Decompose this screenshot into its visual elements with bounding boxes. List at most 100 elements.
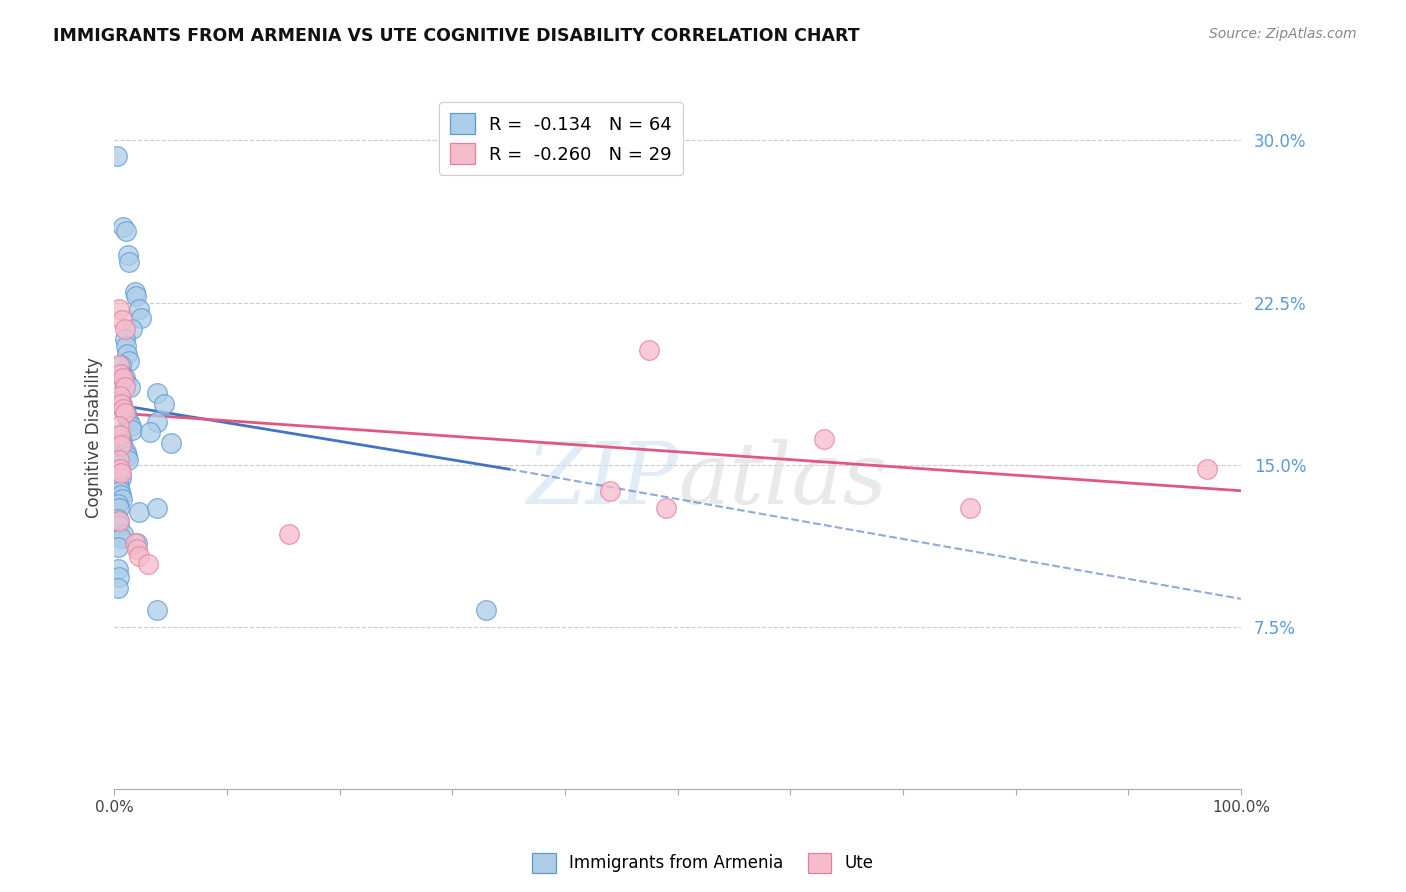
- Point: [112, 401, 135, 416]
- Point: [813, 432, 835, 446]
- Point: [139, 425, 162, 440]
- Point: [110, 438, 132, 452]
- Point: [159, 436, 181, 450]
- Point: [112, 441, 135, 455]
- Point: [108, 453, 131, 467]
- Point: [107, 458, 129, 472]
- Point: [108, 501, 131, 516]
- Point: [475, 602, 498, 616]
- Point: [117, 453, 139, 467]
- Point: [108, 359, 131, 373]
- Point: [110, 531, 132, 545]
- Point: [107, 384, 129, 399]
- Point: [108, 427, 131, 442]
- Point: [107, 540, 129, 554]
- Point: [128, 302, 150, 317]
- Point: [112, 219, 135, 234]
- Point: [114, 376, 136, 390]
- Point: [115, 410, 138, 425]
- Point: [125, 289, 148, 303]
- Point: [111, 397, 134, 411]
- Point: [114, 224, 136, 238]
- Point: [112, 401, 135, 416]
- Y-axis label: Cognitive Disability: Cognitive Disability: [86, 358, 103, 518]
- Point: [110, 471, 132, 485]
- Point: [114, 406, 136, 420]
- Point: [146, 602, 169, 616]
- Point: [107, 512, 129, 526]
- Legend: R =  -0.134   N = 64, R =  -0.260   N = 29: R = -0.134 N = 64, R = -0.260 N = 29: [439, 103, 683, 175]
- Point: [114, 380, 136, 394]
- Point: [599, 483, 621, 498]
- Point: [110, 359, 132, 373]
- Point: [146, 386, 169, 401]
- Point: [110, 397, 132, 411]
- Point: [118, 354, 141, 368]
- Point: [278, 527, 301, 541]
- Point: [120, 418, 142, 433]
- Point: [128, 549, 150, 563]
- Point: [108, 427, 131, 442]
- Point: [118, 415, 141, 429]
- Point: [146, 501, 169, 516]
- Point: [121, 321, 143, 335]
- Point: [655, 501, 678, 516]
- Point: [112, 371, 135, 385]
- Point: [111, 436, 134, 450]
- Point: [110, 467, 132, 481]
- Point: [114, 371, 136, 385]
- Point: [115, 347, 138, 361]
- Point: [108, 479, 131, 493]
- Point: [110, 432, 132, 446]
- Point: [108, 518, 131, 533]
- Point: [108, 570, 131, 584]
- Point: [110, 488, 132, 502]
- Point: [108, 483, 131, 498]
- Point: [107, 497, 129, 511]
- Point: [108, 462, 131, 476]
- Point: [111, 367, 134, 381]
- Text: IMMIGRANTS FROM ARMENIA VS UTE COGNITIVE DISABILITY CORRELATION CHART: IMMIGRANTS FROM ARMENIA VS UTE COGNITIVE…: [53, 27, 860, 45]
- Point: [124, 285, 146, 299]
- Point: [146, 415, 169, 429]
- Point: [125, 542, 148, 557]
- Point: [131, 310, 153, 325]
- Point: [117, 248, 139, 262]
- Point: [108, 388, 131, 402]
- Point: [108, 302, 131, 317]
- Point: [118, 254, 141, 268]
- Point: [108, 467, 131, 481]
- Point: [112, 527, 135, 541]
- Text: Source: ZipAtlas.com: Source: ZipAtlas.com: [1209, 27, 1357, 41]
- Point: [111, 313, 134, 327]
- Point: [108, 392, 131, 407]
- Point: [111, 492, 134, 507]
- Point: [128, 505, 150, 519]
- Point: [114, 406, 136, 420]
- Text: atlas: atlas: [678, 439, 887, 521]
- Point: [107, 475, 129, 489]
- Point: [125, 535, 148, 549]
- Point: [153, 397, 176, 411]
- Legend: Immigrants from Armenia, Ute: Immigrants from Armenia, Ute: [526, 847, 880, 880]
- Point: [105, 148, 128, 162]
- Point: [114, 445, 136, 459]
- Point: [136, 558, 159, 572]
- Point: [124, 535, 146, 549]
- Point: [114, 332, 136, 346]
- Point: [115, 449, 138, 463]
- Text: ZIP: ZIP: [526, 439, 678, 521]
- Point: [121, 423, 143, 437]
- Point: [107, 581, 129, 595]
- Point: [108, 367, 131, 381]
- Point: [107, 561, 129, 575]
- Point: [108, 514, 131, 528]
- Point: [114, 321, 136, 335]
- Point: [108, 418, 131, 433]
- Point: [959, 501, 981, 516]
- Point: [120, 380, 142, 394]
- Point: [108, 462, 131, 476]
- Point: [114, 339, 136, 353]
- Point: [638, 343, 661, 358]
- Point: [1195, 462, 1218, 476]
